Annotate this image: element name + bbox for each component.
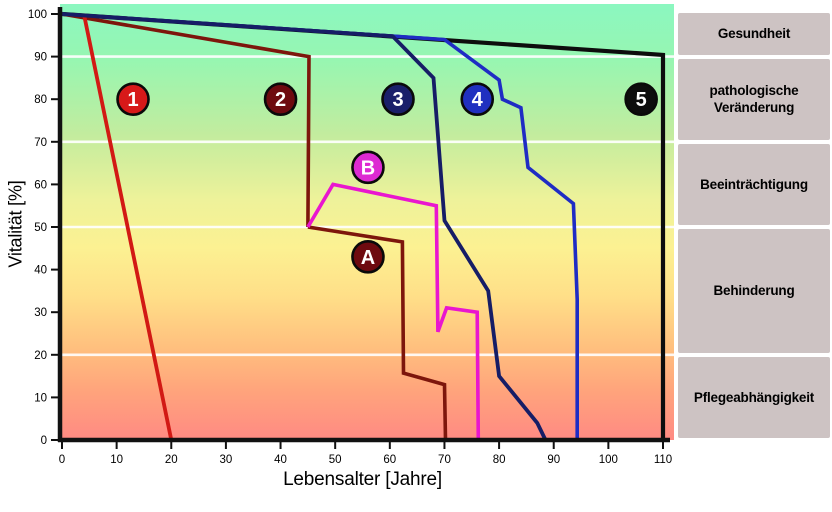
x-tick-label-60: 60 [383,454,396,466]
curve-A-line [307,225,448,441]
x-tick-label-110: 110 [654,454,672,466]
y-tick-label-30: 30 [34,307,47,319]
y-tick-label-10: 10 [34,392,47,404]
curve-badge-1: 1 [116,82,150,116]
x-tick-label-0: 0 [59,454,65,466]
x-axis-title: Lebensalter [Jahre] [283,469,442,490]
curve-badge-B: B [351,150,385,185]
curve-3-line [61,12,548,441]
svg-text:5: 5 [636,89,647,111]
x-tick-label-30: 30 [220,454,233,466]
x-tick-label-80: 80 [493,454,506,466]
x-tick-label-40: 40 [274,454,287,466]
y-tick-label-50: 50 [34,222,47,234]
x-tick-label-90: 90 [547,454,560,466]
y-tick-label-0: 0 [41,435,47,447]
curve-badge-4: 4 [460,82,495,116]
curve-badge-2: 2 [263,82,298,116]
svg-text:3: 3 [392,89,403,111]
x-tick-label-10: 10 [110,454,123,466]
y-tick-label-20: 20 [34,350,47,362]
y-tick-label-70: 70 [34,137,47,149]
svg-text:2: 2 [275,89,286,111]
svg-text:A: A [361,247,375,269]
curve-B-line [306,182,481,441]
svg-text:B: B [361,157,375,179]
y-axis-title: Vitalität [%] [5,180,26,268]
curve-4-line [61,12,580,440]
curve-badge-A: A [351,240,385,274]
x-tick-label-20: 20 [165,454,178,466]
svg-text:4: 4 [472,89,484,111]
x-tick-label-70: 70 [438,454,451,466]
x-tick-label-50: 50 [329,454,342,466]
y-tick-label-100: 100 [28,9,47,21]
curve-badge-3: 3 [381,82,415,116]
curve-1-line [82,13,174,441]
curve-badge-5: 5 [624,82,658,116]
y-tick-label-60: 60 [34,179,47,191]
y-tick-label-80: 80 [34,94,47,106]
svg-text:1: 1 [127,89,138,111]
plot-background [60,4,674,440]
curve-2-line [61,12,311,228]
x-tick-label-100: 100 [599,454,618,466]
y-tick-label-90: 90 [34,52,47,64]
y-tick-label-40: 40 [34,265,47,277]
